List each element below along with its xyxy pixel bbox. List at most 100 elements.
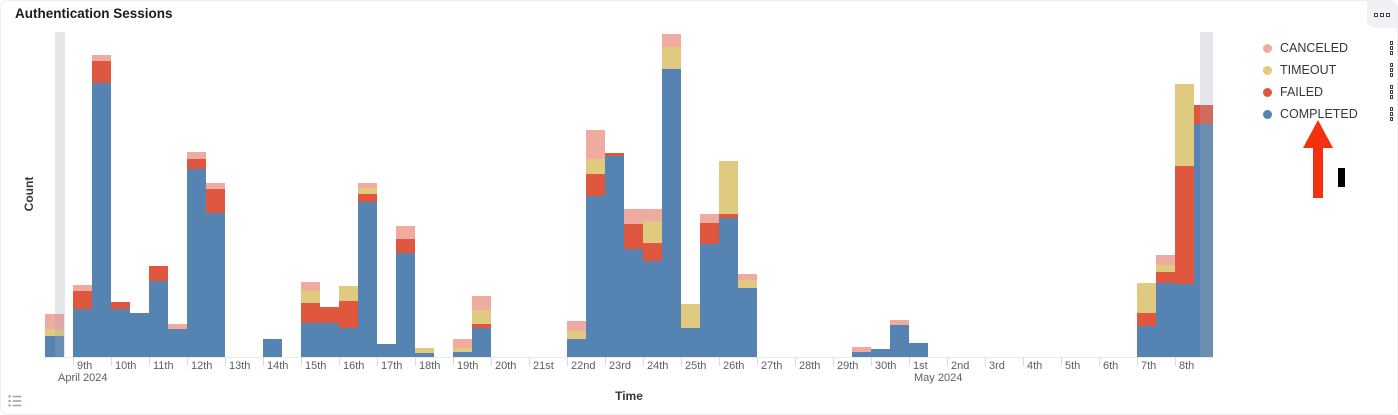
bar-apr-26-am[interactable]	[719, 161, 738, 357]
bar-segment-canceled[interactable]	[396, 226, 415, 239]
bar-segment-canceled[interactable]	[624, 209, 643, 224]
bar-apr-22-am[interactable]	[567, 321, 586, 357]
bar-apr-9-am[interactable]	[73, 285, 92, 357]
bar-segment-timeout[interactable]	[662, 47, 681, 69]
bar-segment-canceled[interactable]	[472, 296, 491, 310]
bar-apr-16-pm[interactable]	[358, 183, 377, 357]
bar-apr-15-pm[interactable]	[320, 307, 339, 357]
legend-label[interactable]: TIMEOUT	[1280, 63, 1337, 77]
bar-segment-failed[interactable]	[339, 301, 358, 328]
bar-apr-9-pm[interactable]	[92, 55, 111, 357]
bar-segment-completed[interactable]	[567, 339, 586, 357]
bar-segment-completed[interactable]	[624, 249, 643, 357]
bar-segment-completed[interactable]	[681, 328, 700, 357]
bar-apr-8-pm[interactable]	[45, 314, 64, 357]
bar-apr-23-pm[interactable]	[624, 209, 643, 357]
bar-segment-completed[interactable]	[377, 344, 396, 357]
bar-segment-completed[interactable]	[92, 83, 111, 357]
bar-segment-timeout[interactable]	[738, 280, 757, 288]
legend-label[interactable]: FAILED	[1280, 85, 1324, 99]
bar-segment-canceled[interactable]	[45, 314, 64, 329]
bar-segment-timeout[interactable]	[1156, 265, 1175, 272]
bar-apr-30-pm[interactable]	[890, 320, 909, 357]
bar-segment-failed[interactable]	[1137, 313, 1156, 326]
bar-segment-completed[interactable]	[320, 323, 339, 357]
bar-may-7-pm[interactable]	[1156, 255, 1175, 357]
bar-segment-completed[interactable]	[339, 328, 358, 357]
bar-segment-canceled[interactable]	[206, 183, 225, 189]
bar-segment-canceled[interactable]	[567, 321, 586, 331]
bar-segment-failed[interactable]	[149, 266, 168, 281]
bar-segment-timeout[interactable]	[719, 161, 738, 214]
bar-segment-canceled[interactable]	[168, 324, 187, 329]
bar-segment-timeout[interactable]	[301, 291, 320, 303]
bar-apr-23-am[interactable]	[605, 153, 624, 357]
bar-segment-timeout[interactable]	[1175, 84, 1194, 166]
bar-apr-25-am[interactable]	[681, 304, 700, 357]
bar-segment-canceled[interactable]	[301, 282, 320, 291]
bar-segment-completed[interactable]	[1194, 124, 1213, 357]
bar-segment-timeout[interactable]	[453, 348, 472, 352]
bar-apr-26-pm[interactable]	[738, 274, 757, 357]
bar-segment-failed[interactable]	[92, 61, 111, 83]
bar-segment-canceled[interactable]	[662, 34, 681, 47]
bar-segment-failed[interactable]	[1156, 272, 1175, 283]
bar-segment-timeout[interactable]	[567, 331, 586, 339]
legend-label[interactable]: CANCELED	[1280, 41, 1349, 55]
bar-segment-timeout[interactable]	[415, 348, 434, 353]
bar-segment-failed[interactable]	[719, 214, 738, 218]
bar-segment-timeout[interactable]	[472, 310, 491, 324]
bar-apr-18-am[interactable]	[415, 348, 434, 357]
bar-segment-completed[interactable]	[605, 156, 624, 357]
legend-item-menu-button[interactable]	[1388, 105, 1396, 123]
bar-segment-timeout[interactable]	[1137, 283, 1156, 313]
bar-segment-completed[interactable]	[206, 213, 225, 357]
bar-segment-completed[interactable]	[168, 329, 187, 357]
bar-apr-30-am[interactable]	[871, 349, 890, 357]
bar-segment-canceled[interactable]	[358, 183, 377, 188]
bar-apr-12-pm[interactable]	[206, 183, 225, 357]
bar-segment-completed[interactable]	[301, 323, 320, 357]
bar-segment-canceled[interactable]	[92, 55, 111, 61]
bar-segment-completed[interactable]	[890, 325, 909, 357]
bar-segment-completed[interactable]	[662, 69, 681, 357]
bar-segment-failed[interactable]	[643, 243, 662, 261]
bar-segment-completed[interactable]	[871, 349, 890, 357]
bar-segment-canceled[interactable]	[852, 347, 871, 352]
bar-apr-12-am[interactable]	[187, 152, 206, 357]
bar-segment-failed[interactable]	[1175, 166, 1194, 284]
bar-segment-completed[interactable]	[1156, 283, 1175, 357]
bar-apr-15-am[interactable]	[301, 282, 320, 357]
bar-segment-completed[interactable]	[263, 339, 282, 357]
bar-segment-canceled[interactable]	[890, 320, 909, 325]
bar-segment-completed[interactable]	[358, 202, 377, 357]
panel-options-button[interactable]	[1367, 1, 1397, 28]
bar-segment-failed[interactable]	[320, 307, 339, 323]
bar-segment-canceled[interactable]	[453, 339, 472, 348]
bar-apr-19-pm[interactable]	[472, 296, 491, 357]
bar-apr-11-am[interactable]	[149, 266, 168, 357]
bar-segment-completed[interactable]	[719, 218, 738, 357]
bar-may-8-pm[interactable]	[1194, 105, 1213, 357]
bar-segment-canceled[interactable]	[1156, 255, 1175, 265]
bar-segment-completed[interactable]	[586, 196, 605, 357]
bar-segment-failed[interactable]	[586, 174, 605, 196]
bar-segment-timeout[interactable]	[358, 188, 377, 194]
bar-segment-canceled[interactable]	[700, 214, 719, 223]
bar-apr-16-am[interactable]	[339, 286, 358, 357]
bar-segment-timeout[interactable]	[643, 221, 662, 243]
bar-segment-completed[interactable]	[187, 169, 206, 357]
bar-segment-failed[interactable]	[472, 324, 491, 328]
bar-segment-completed[interactable]	[453, 352, 472, 357]
bar-apr-22-pm[interactable]	[586, 130, 605, 357]
bar-may-1-am[interactable]	[909, 343, 928, 357]
bar-segment-timeout[interactable]	[339, 286, 358, 301]
legend-label[interactable]: COMPLETED	[1280, 107, 1358, 121]
bar-segment-completed[interactable]	[415, 353, 434, 357]
bar-apr-14-am[interactable]	[263, 339, 282, 357]
bar-segment-failed[interactable]	[187, 159, 206, 169]
bar-segment-canceled[interactable]	[643, 209, 662, 221]
bar-segment-timeout[interactable]	[45, 329, 64, 336]
bar-segment-failed[interactable]	[206, 189, 225, 213]
bar-apr-24-pm[interactable]	[662, 34, 681, 357]
